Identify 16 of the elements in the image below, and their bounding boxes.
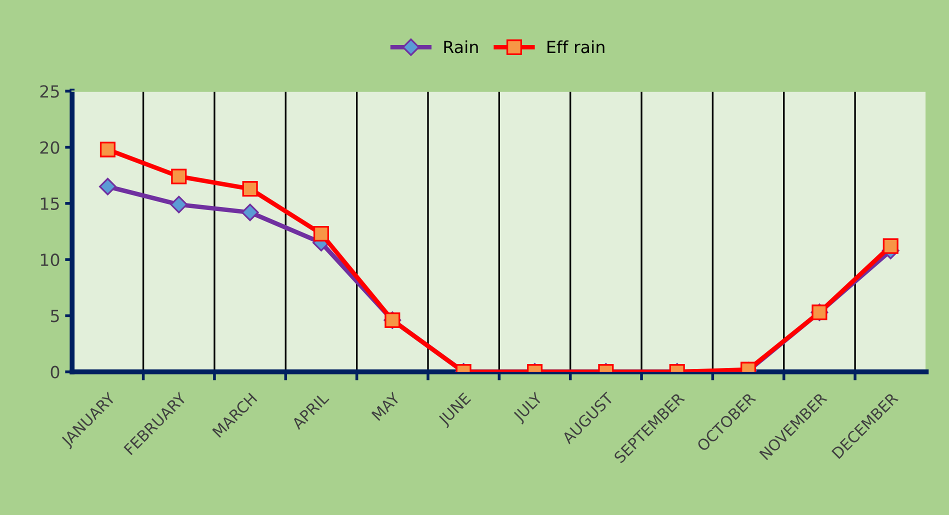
point	[99, 178, 116, 196]
y-tick-label: 25	[40, 85, 59, 98]
point	[170, 196, 188, 214]
point	[171, 168, 187, 184]
point	[882, 238, 898, 254]
y-tick-label: 15	[40, 198, 59, 210]
point	[313, 226, 330, 242]
point	[100, 142, 116, 158]
point	[241, 204, 259, 222]
legend-label: Eff rain	[548, 40, 604, 54]
y-tick-label: 10	[40, 254, 60, 266]
legend-label: Rain	[444, 40, 478, 54]
y-tick-label: 0	[50, 366, 60, 378]
point	[242, 181, 258, 197]
y-tick-label: 20	[40, 141, 60, 154]
y-tick-label: 5	[51, 310, 59, 322]
